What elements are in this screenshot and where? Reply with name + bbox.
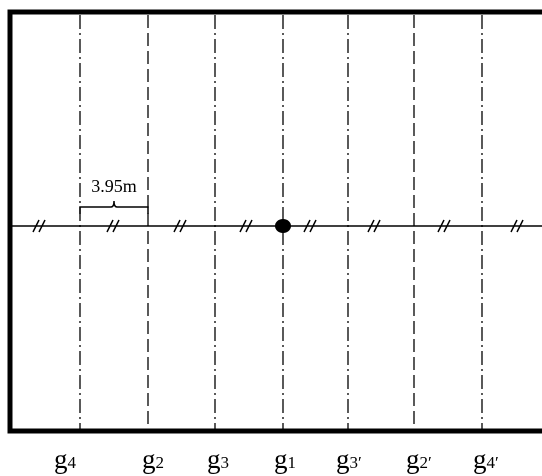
break-mark bbox=[510, 219, 524, 233]
frame-border bbox=[7, 9, 542, 434]
break-mark bbox=[106, 219, 120, 233]
break-mark bbox=[173, 219, 187, 233]
grid-lines bbox=[79, 15, 483, 429]
break-mark bbox=[367, 219, 381, 233]
grid-label-g4: g4 bbox=[54, 444, 77, 474]
grid-label-g2: g2 bbox=[142, 444, 164, 474]
grid-label-g4prime: g4′ bbox=[473, 444, 499, 474]
dimension-label: 3.95m bbox=[91, 176, 137, 196]
center-point bbox=[275, 219, 291, 233]
grid-label-g3prime: g3′ bbox=[336, 444, 362, 474]
break-mark bbox=[239, 219, 253, 233]
grid-label-g1: g1 bbox=[274, 444, 296, 474]
dimension-bracket bbox=[79, 200, 149, 214]
grid-labels: g4 g2 g3 g1 g3′ g2′ g4′ bbox=[54, 444, 499, 474]
grid-label-g2prime: g2′ bbox=[406, 444, 432, 474]
break-mark bbox=[32, 219, 46, 233]
break-marks bbox=[32, 219, 524, 233]
break-mark bbox=[437, 219, 451, 233]
break-mark bbox=[303, 219, 317, 233]
grid-label-g3: g3 bbox=[207, 444, 229, 474]
